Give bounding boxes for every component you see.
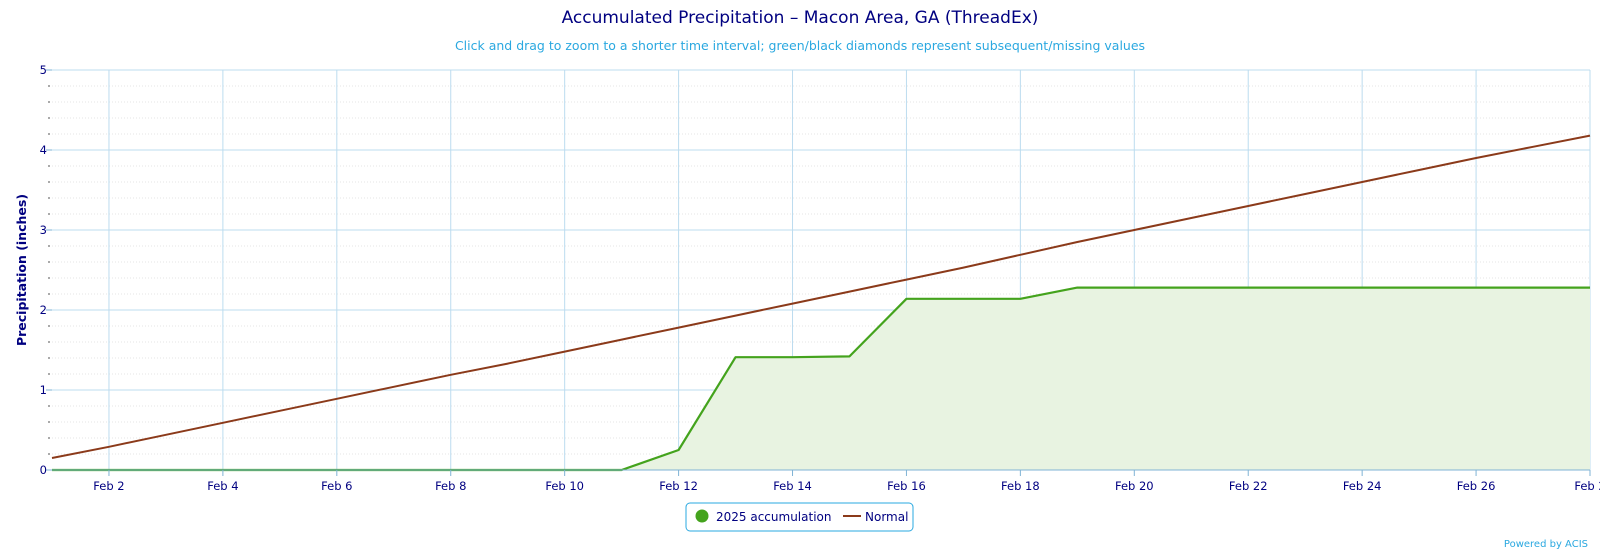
y-axis-label: Precipitation (inches) <box>14 194 29 346</box>
x-tick-label: Feb 10 <box>545 479 584 493</box>
chart-subtitle: Click and drag to zoom to a shorter time… <box>455 38 1145 53</box>
y-tick-label: 1 <box>40 383 47 397</box>
legend-item-2025-accumulation[interactable]: 2025 accumulation <box>695 509 832 525</box>
x-tick-label: Feb 2 <box>93 479 124 493</box>
x-tick-label: Feb 14 <box>773 479 812 493</box>
x-tick-label: Feb 4 <box>207 479 238 493</box>
y-tick-label: 2 <box>40 303 47 317</box>
normal-line <box>51 134 1591 459</box>
y-tick-label: 5 <box>40 63 47 77</box>
x-tick-label: Feb 2 <box>1574 479 1600 493</box>
y-tick-label: 3 <box>40 223 47 237</box>
x-tick-label: Feb 8 <box>435 479 466 493</box>
legend-marker-2025 <box>695 509 709 523</box>
accumulation-area <box>52 287 1590 470</box>
y-axis-ticks: 0 1 2 3 4 5 <box>40 63 52 477</box>
chart-title: Accumulated Precipitation – Macon Area, … <box>562 8 1039 28</box>
x-tick-label: Feb 20 <box>1115 479 1154 493</box>
legend-item-normal[interactable]: Normal <box>843 510 908 524</box>
legend-box <box>685 502 914 532</box>
x-tick-label: Feb 6 <box>321 479 352 493</box>
legend[interactable]: 2025 accumulation Normal <box>685 502 914 532</box>
y-tick-label: 4 <box>40 143 47 157</box>
x-tick-label: Feb 22 <box>1229 479 1268 493</box>
x-tick-label: Feb 12 <box>659 479 698 493</box>
legend-label-normal: Normal <box>865 510 908 524</box>
x-tick-label: Feb 26 <box>1457 479 1496 493</box>
credit-link[interactable]: Powered by ACIS <box>1504 539 1588 550</box>
legend-label-2025: 2025 accumulation <box>716 510 831 524</box>
x-axis-ticks: Feb 2 Feb 4 Feb 6 Feb 8 Feb 10 Feb 12 Feb 14 Fe… <box>93 470 1600 493</box>
x-tick-label: Feb 16 <box>887 479 926 493</box>
x-tick-label: Feb 18 <box>1001 479 1040 493</box>
y-tick-label: 0 <box>40 463 47 477</box>
x-tick-label: Feb 24 <box>1343 479 1382 493</box>
